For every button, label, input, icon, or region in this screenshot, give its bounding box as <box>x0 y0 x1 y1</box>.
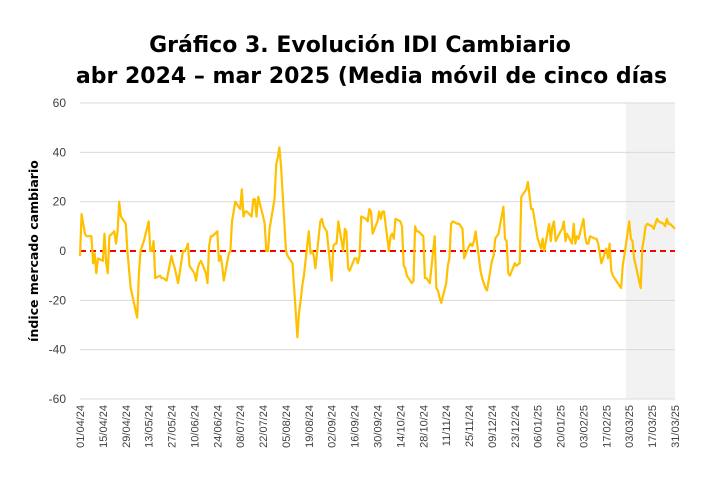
x-tick-label: 09/12/24 <box>487 405 499 448</box>
gridlines <box>80 102 675 400</box>
series-line <box>78 146 676 339</box>
x-tick-label: 23/12/24 <box>510 405 522 448</box>
chart-title-line-2: abr 2024 – mar 2025 (Media móvil de cinc… <box>75 64 668 89</box>
y-tick-label: -20 <box>49 293 67 307</box>
x-tick-label: 19/08/24 <box>304 405 316 448</box>
chart-title-line-1: Gráfico 3. Evolución IDI Cambiario <box>149 33 571 58</box>
chart-title: Gráfico 3. Evolución IDI Cambiario abr 2… <box>0 30 720 92</box>
x-tick-label: 22/07/24 <box>258 405 270 448</box>
x-tick-label: 20/01/25 <box>556 405 568 448</box>
y-tick-label: 0 <box>59 244 66 258</box>
x-tick-label: 24/06/24 <box>212 405 224 448</box>
x-tick-label: 10/06/24 <box>189 405 201 448</box>
x-tick-label: 30/09/24 <box>373 405 385 448</box>
y-tick-label: -40 <box>49 343 67 357</box>
x-tick-label: 05/08/24 <box>281 405 293 448</box>
x-tick-label: 03/02/25 <box>578 405 590 448</box>
x-tick-label: 16/09/24 <box>350 405 362 448</box>
x-tick-label: 17/02/25 <box>601 405 613 448</box>
y-tick-label: -60 <box>49 392 67 406</box>
x-tick-label: 06/01/25 <box>533 405 545 448</box>
x-tick-label: 31/03/25 <box>670 405 682 448</box>
x-tick-label: 03/03/25 <box>624 405 636 448</box>
x-tick-label: 28/10/24 <box>418 405 430 448</box>
x-tick-label: 29/04/24 <box>121 405 133 448</box>
y-axis-ticks: -60 -40 -20 0 20 40 60 <box>49 96 67 406</box>
y-axis-title: índice mercado cambiario <box>26 160 41 342</box>
x-tick-label: 27/05/24 <box>167 405 179 448</box>
x-tick-label: 15/04/24 <box>98 405 110 448</box>
x-tick-label: 08/07/24 <box>235 405 247 448</box>
x-tick-label: 14/10/24 <box>395 405 407 448</box>
x-tick-label: 25/11/24 <box>464 405 476 447</box>
x-tick-label: 17/03/25 <box>647 405 659 448</box>
y-tick-label: 40 <box>53 145 67 159</box>
x-tick-label: 01/04/24 <box>75 405 87 448</box>
x-tick-label: 02/09/24 <box>327 405 339 448</box>
x-tick-label: 11/11/24 <box>441 405 453 446</box>
y-tick-label: 60 <box>53 96 67 110</box>
y-tick-label: 20 <box>53 195 67 209</box>
x-axis-ticks: 01/04/24 15/04/24 29/04/24 13/05/24 27/05/24… <box>75 405 682 448</box>
x-tick-label: 13/05/24 <box>144 405 156 448</box>
